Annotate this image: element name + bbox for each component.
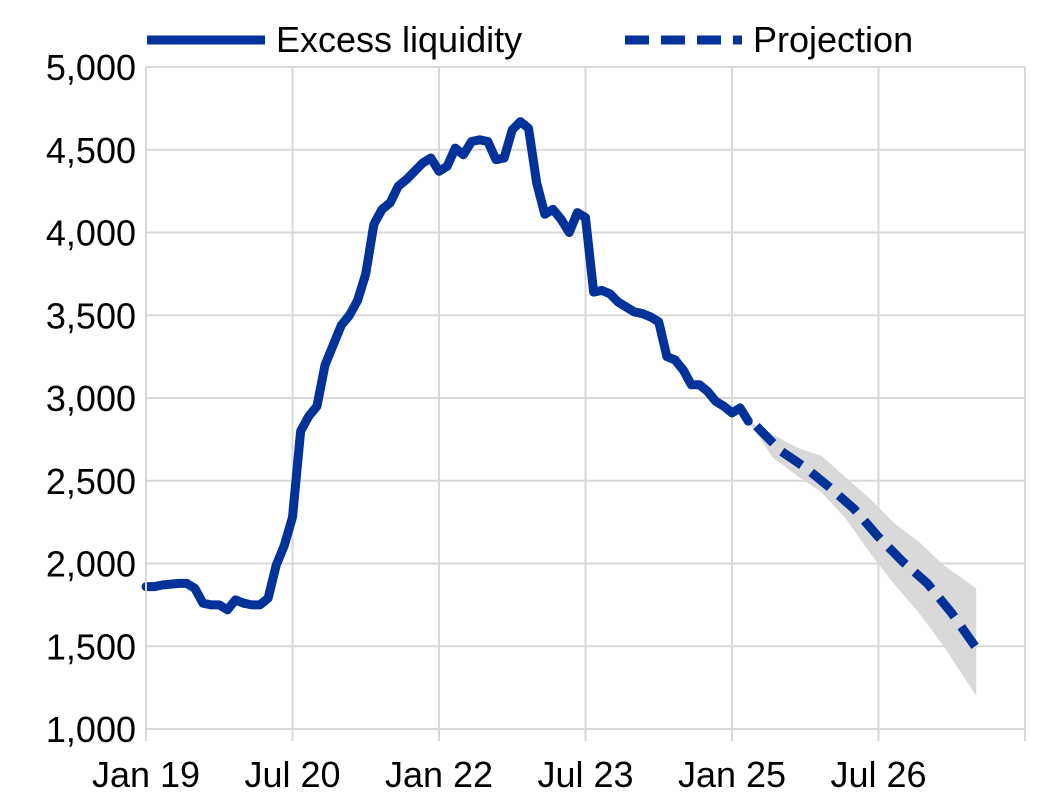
y-tick-label: 2,500	[46, 461, 136, 502]
x-tick-label: Jul 20	[244, 754, 340, 795]
y-tick-label: 1,000	[46, 709, 136, 750]
x-tick-label: Jul 23	[537, 754, 633, 795]
y-tick-label: 4,000	[46, 213, 136, 254]
y-tick-label: 5,000	[46, 47, 136, 88]
projection-uncertainty-band	[748, 421, 977, 696]
x-tick-label: Jan 22	[385, 754, 493, 795]
x-tick-label: Jul 26	[830, 754, 926, 795]
x-tick-label: Jan 19	[92, 754, 200, 795]
legend: Excess liquidity Projection	[147, 19, 913, 60]
legend-label-excess-liquidity: Excess liquidity	[276, 19, 522, 60]
y-tick-label: 4,500	[46, 130, 136, 171]
x-tick-label: Jan 25	[678, 754, 786, 795]
gridlines	[145, 66, 1026, 730]
projection-band	[748, 421, 977, 696]
series-lines	[141, 117, 980, 651]
axes: 1,000 1,500 2,000 2,500 3,000 3,500 4,000 4,500…	[46, 47, 1026, 795]
y-tick-label: 2,000	[46, 544, 136, 585]
y-tick-label: 3,500	[46, 295, 136, 336]
y-tick-label: 1,500	[46, 626, 136, 667]
projection-line	[753, 422, 980, 651]
y-tick-label: 3,000	[46, 378, 136, 419]
legend-label-projection: Projection	[753, 19, 913, 60]
excess-liquidity-line	[141, 117, 753, 615]
